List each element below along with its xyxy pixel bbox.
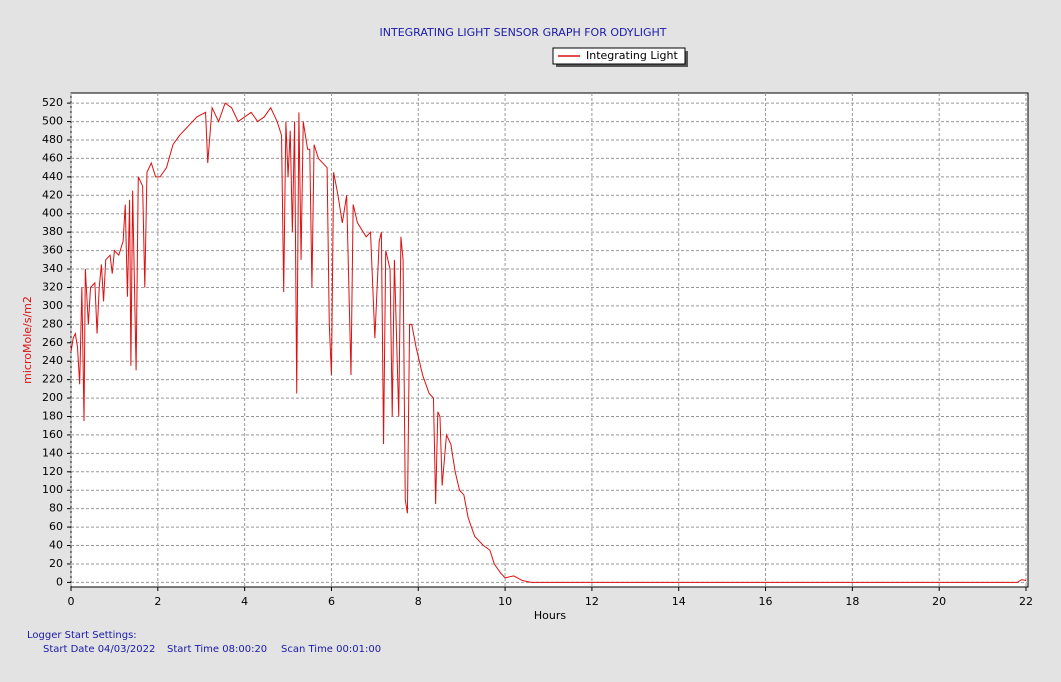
y-tick-label: 120 [42,465,63,478]
y-tick-label: 340 [42,262,63,275]
data-line [70,102,1027,583]
footer-heading: Logger Start Settings: [27,630,137,641]
x-tick-label: 8 [415,595,422,608]
y-tick-label: 300 [42,299,63,312]
y-tick-label: 240 [42,354,63,367]
x-tick-label: 14 [672,595,686,608]
x-tick-label: 18 [845,595,859,608]
x-tick-label: 12 [585,595,599,608]
x-tick-label: 0 [68,595,75,608]
y-tick-label: 460 [42,151,63,164]
y-tick-label: 380 [42,225,63,238]
footer-scan-time: Scan Time 00:01:00 [281,644,381,655]
y-tick-label: 400 [42,207,63,220]
y-tick-label: 260 [42,336,63,349]
x-tick-label: 6 [328,595,335,608]
y-tick-label: 520 [42,96,63,109]
plot-area [70,92,1029,588]
x-axis-label: Hours [534,609,566,622]
x-tick-label: 22 [1019,595,1033,608]
y-tick-label: 60 [49,520,63,533]
y-tick-label: 200 [42,391,63,404]
x-tick-label: 4 [241,595,248,608]
y-tick-label: 40 [49,539,63,552]
y-tick-label: 360 [42,244,63,257]
y-tick-label: 0 [56,575,63,588]
y-tick-label: 160 [42,428,63,441]
legend-label: Integrating Light [586,49,679,62]
x-tick-label: 20 [932,595,946,608]
y-tick-label: 140 [42,446,63,459]
y-tick-label: 480 [42,133,63,146]
y-tick-label: 440 [42,170,63,183]
y-tick-label: 320 [42,280,63,293]
footer-start-time: Start Time 08:00:20 [167,644,267,655]
x-tick-label: 2 [154,595,161,608]
y-tick-label: 500 [42,115,63,128]
y-tick-label: 20 [49,557,63,570]
chart-title: INTEGRATING LIGHT SENSOR GRAPH FOR ODYLI… [380,26,667,39]
y-tick-label: 100 [42,483,63,496]
y-tick-label: 180 [42,409,63,422]
x-tick-label: 16 [759,595,773,608]
y-tick-label: 220 [42,373,63,386]
y-tick-label: 80 [49,502,63,515]
legend-box [552,47,686,65]
x-tick-label: 10 [498,595,512,608]
y-tick-label: 420 [42,188,63,201]
footer-start-date: Start Date 04/03/2022 [43,644,155,655]
y-axis-label: microMole/s/m2 [21,296,34,384]
y-tick-label: 280 [42,317,63,330]
